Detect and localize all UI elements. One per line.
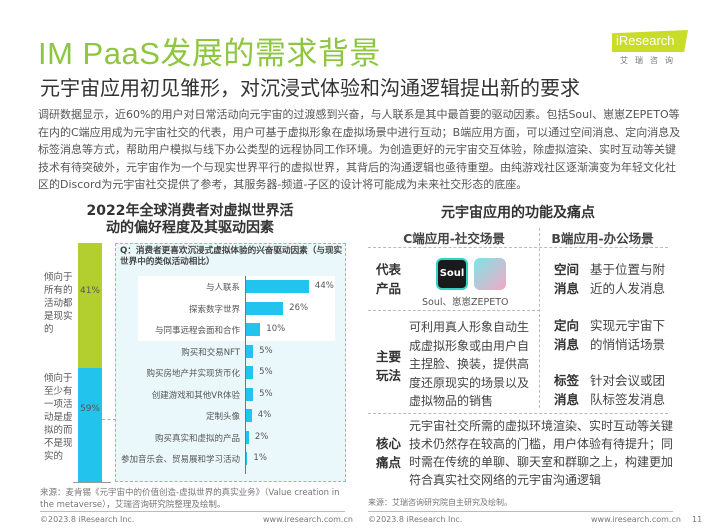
driver-label: 参加音乐会、贸易展和学习活动	[120, 455, 240, 465]
driver-value: 2%	[254, 431, 269, 442]
driver-label: 购买真实和虚拟的产品	[154, 433, 240, 444]
b-text-direct: 实现元宇宙下的悄悄话场景	[590, 318, 666, 352]
rep-label: 代表产品	[376, 262, 402, 296]
drivers-axis	[245, 276, 246, 474]
stack-value-virtual: 59%	[79, 404, 100, 414]
driver-label: 购买房地产并实现货币化	[146, 369, 240, 379]
divider	[368, 310, 540, 311]
b-label-space: 空间消息	[554, 262, 580, 296]
driver-bar	[246, 409, 252, 422]
b-label-tag: 标签消息	[554, 373, 580, 407]
divider	[40, 511, 345, 512]
driver-value: 5%	[259, 388, 273, 399]
page-title: IM PaaS发展的需求背景	[38, 36, 381, 71]
page-number: 11	[692, 515, 703, 524]
b-text-tag: 针对会议或团队标签发消息	[590, 373, 666, 407]
iresearch-logo: iResearch	[612, 30, 688, 52]
intro-paragraph: 调研数据显示，近60%的用户对日常活动向元宇宙的过渡感到兴奋，与人联系是其中最首…	[38, 108, 681, 191]
driver-bar	[246, 430, 249, 444]
driver-label: 与人联系	[205, 283, 240, 293]
divider	[539, 228, 540, 408]
divider	[368, 247, 668, 248]
divider	[368, 413, 668, 414]
footer-url: www.iresearch.com.cn	[591, 515, 681, 524]
driver-bar	[246, 301, 284, 315]
pain-text: 元宇宙社交所需的虚拟环境渲染、实时互动等关键技术仍然存在较高的门槛，用户体验有待…	[409, 419, 674, 487]
stack-segment-real	[78, 243, 102, 368]
play-label: 主要玩法	[376, 349, 402, 383]
zepeto-app-icon	[474, 258, 506, 290]
driver-value: 5%	[259, 345, 273, 356]
stack-value-real: 41%	[79, 286, 100, 296]
pain-label: 核心痛点	[376, 436, 402, 470]
left-chart-title: 2022年全球消费者对虚拟世界活动的偏好程度及其驱动因素	[86, 203, 294, 236]
stack-segment-virtual	[78, 368, 102, 482]
driver-bar	[246, 366, 254, 379]
driver-value: 1%	[253, 453, 267, 463]
driver-bar	[246, 323, 261, 336]
footer-copyright: ©2023.8 iResearch Inc.	[368, 515, 463, 524]
page-subtitle: 元宇宙应用初见雏形，对沉浸式体验和沟通逻辑提出新的要求	[40, 76, 580, 100]
driver-bar	[246, 280, 309, 293]
driver-value: 5%	[259, 367, 273, 377]
driver-label: 购买和交易NFT	[181, 347, 240, 358]
play-text: 可利用真人形象自动生成虚拟形象或由用户自主捏脸、换装，提供高度还原现实的场景以及…	[409, 320, 530, 408]
driver-label: 探索数字世界	[188, 304, 240, 315]
logo-subtitle: 艾瑞咨询	[620, 56, 680, 65]
b-text-space: 基于位置与附近的人发消息	[590, 262, 666, 296]
soul-app-icon: Soul	[436, 258, 468, 290]
rep-caption: Soul、崽崽ZEPETO	[422, 297, 509, 308]
c-header: C端应用-社交场景	[403, 231, 505, 246]
b-label-direct: 定向消息	[554, 318, 580, 352]
stack-label-virtual: 倾向于至少有一项活动是虚拟的而不是现实的	[44, 373, 73, 462]
driver-value: 4%	[257, 410, 272, 420]
left-source: 来源：麦肯锡《元宇宙中的价值创造-虚拟世界的真实业务》（Value creati…	[40, 488, 340, 510]
footer-copyright: ©2023.8 iResearch Inc.	[40, 515, 135, 524]
driver-value: 26%	[289, 302, 309, 313]
driver-value: 10%	[266, 324, 286, 334]
drivers-question: Q：消费者更喜欢沉浸式虚拟体验的兴奋驱动因素（与现实世界中的类似活动相比）	[120, 246, 343, 267]
divider	[368, 511, 673, 512]
b-header: B端应用-办公场景	[551, 231, 654, 246]
driver-label: 创建游戏和其他VR体验	[151, 390, 240, 401]
driver-label: 定制头像	[205, 412, 240, 422]
driver-label: 与同事远程会面和合作	[154, 326, 240, 336]
right-source: 来源：艾瑞咨询研究院自主研究及绘制。	[368, 498, 512, 507]
driver-bar	[246, 387, 254, 401]
footer-url: www.iresearch.com.cn	[263, 515, 353, 524]
driver-bar	[246, 344, 254, 358]
stack-baseline	[73, 482, 111, 483]
right-title: 元宇宙应用的功能及痛点	[441, 205, 595, 221]
connector-line	[102, 419, 116, 420]
driver-value: 44%	[314, 281, 334, 291]
driver-bar	[246, 452, 248, 465]
stack-label-real: 倾向于所有的活动都是现实的	[44, 272, 73, 335]
